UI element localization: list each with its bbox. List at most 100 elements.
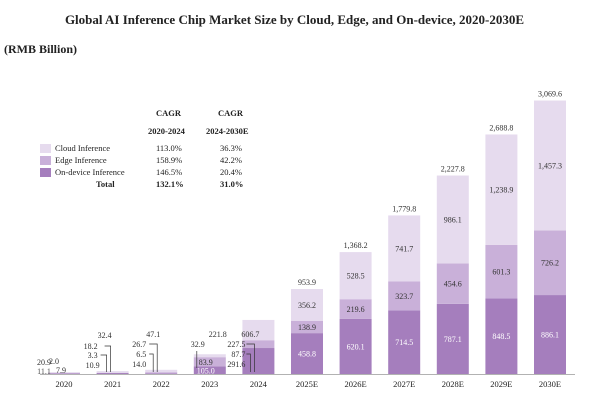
bar-on-device-2020 [48, 373, 80, 374]
bar-edge-2025E [291, 320, 323, 334]
bar-edge-2028E [436, 263, 469, 304]
leader-line-2-2021 [100, 354, 107, 372]
label-cloud-2026E: 528.5 [347, 272, 365, 281]
label-total-2030E: 3,069.6 [538, 90, 562, 99]
x-tick-label-2028E: 2028E [442, 379, 464, 389]
label-on-device-2021: 10.9 [86, 361, 100, 370]
label-cloud-2029E: 1,238.9 [489, 186, 513, 195]
bar-on-device-2021 [96, 373, 129, 374]
label-cloud-2030E: 1,457.3 [538, 161, 562, 170]
legend-label-edge: Edge Inference [55, 155, 107, 165]
x-tick-label-2026E: 2026E [344, 379, 366, 389]
label-edge-2030E: 726.2 [541, 259, 559, 268]
bar-on-device-2025E [291, 333, 323, 374]
chart-title: Global AI Inference Chip Market Size by … [64, 12, 525, 27]
label-cloud-2022: 26.7 [132, 340, 146, 349]
label-on-device-2026E: 620.1 [347, 342, 365, 351]
x-tick-label-2022: 2022 [153, 379, 170, 389]
label-on-device-2027E: 714.5 [395, 338, 413, 347]
label-cloud-2028E: 986.1 [444, 215, 462, 224]
label-total-2029E: 2,688.8 [489, 123, 513, 132]
cagr-total-2024-2030: 31.0% [220, 179, 244, 189]
cagr-edge-2024-2030: 42.2% [220, 155, 242, 165]
label-edge-2024: 87.7 [231, 350, 245, 359]
bar-edge-2027E [388, 281, 421, 311]
label-cloud-2023: 32.9 [191, 340, 205, 349]
label-total-2020: 20.9 [37, 358, 51, 367]
unit-label: (RMB Billion) [4, 42, 78, 56]
label-on-device-2025E: 458.8 [298, 350, 316, 359]
leader-line-2024 [246, 343, 255, 372]
bar-cloud-2024 [242, 319, 275, 341]
x-tick-label-2024: 2024 [250, 379, 268, 389]
label-total-2022: 47.1 [146, 330, 160, 339]
label-cloud-2025E: 356.2 [298, 301, 316, 310]
cagr-period-1: 2020-2024 [148, 126, 185, 136]
label-on-device-2020: 7.9 [56, 366, 66, 375]
bar-cloud-2021 [96, 371, 129, 373]
legend-label-total: Total [96, 179, 115, 189]
cagr-cloud-2020-2024: 113.0% [156, 143, 182, 153]
bar-cloud-2022 [145, 369, 178, 373]
label-on-device-2030E: 886.1 [541, 331, 559, 340]
legend-swatch-on-device [40, 168, 51, 177]
x-tick-label-2030E: 2030E [539, 379, 561, 389]
x-tick-label-2020: 2020 [56, 379, 73, 389]
cagr-header-1: CAGR [156, 108, 182, 118]
cagr-edge-2020-2024: 158.9% [156, 155, 183, 165]
legend-label-cloud: Cloud Inference [55, 143, 110, 153]
label-edge-2029E: 601.3 [492, 268, 510, 277]
bar-cloud-2027E [388, 215, 421, 282]
label-cloud-2027E: 741.7 [395, 244, 413, 253]
cagr-period-2: 2024-2030E [206, 126, 249, 136]
label-on-device-2023: 105.0 [197, 366, 215, 375]
bar-cloud-2028E [436, 175, 469, 264]
x-tick-label-2027E: 2027E [393, 379, 415, 389]
bar-edge-2024 [242, 340, 275, 349]
label-edge-2022: 6.5 [136, 350, 146, 359]
label-on-device-2028E: 787.1 [444, 335, 462, 344]
bar-on-device-2030E [534, 295, 566, 374]
bar-edge-2030E [534, 230, 566, 296]
label-cloud-2020: 11.1 [37, 367, 51, 376]
x-tick-label-2025E: 2025E [296, 379, 318, 389]
bar-on-device-2027E [388, 310, 421, 374]
x-tick-label-2029E: 2029E [490, 379, 512, 389]
label-total-2026E: 1,368.2 [344, 241, 368, 250]
cagr-on-device-2024-2030: 20.4% [220, 167, 242, 177]
bar-cloud-2029E [485, 134, 518, 245]
label-total-2027E: 1,779.8 [392, 204, 416, 213]
bar-edge-2029E [485, 244, 518, 299]
leader-line-2-2024 [246, 353, 251, 372]
label-total-2021: 32.4 [98, 331, 112, 340]
bar-on-device-2022 [145, 373, 178, 374]
x-tick-label-2023: 2023 [201, 379, 218, 389]
bar-edge-2026E [339, 299, 372, 319]
x-tick-label-2021: 2021 [104, 379, 121, 389]
bar-on-device-2024 [242, 348, 275, 374]
label-edge-2026E: 219.6 [347, 305, 365, 314]
label-cloud-2021: 18.2 [84, 342, 98, 351]
bar-on-device-2028E [436, 303, 469, 374]
cagr-on-device-2020-2024: 146.5% [156, 167, 183, 177]
label-edge-2020: 2.0 [49, 357, 59, 366]
label-total-2023: 221.8 [209, 330, 227, 339]
leader-line-2-2022 [149, 353, 154, 372]
label-total-2024: 606.7 [241, 330, 259, 339]
bar-cloud-2023 [193, 354, 226, 358]
bar-cloud-2020 [48, 372, 80, 374]
bar-cloud-2030E [534, 100, 566, 231]
label-edge-2028E: 454.6 [444, 280, 462, 289]
label-edge-2021: 3.3 [88, 351, 98, 360]
cagr-header-2: CAGR [218, 108, 244, 118]
cagr-total-2020-2024: 132.1% [156, 179, 184, 189]
legend-swatch-cloud [40, 144, 51, 153]
label-total-2025E: 953.9 [298, 278, 316, 287]
legend-label-on-device: On-device Inference [55, 167, 125, 177]
label-on-device-2024: 291.6 [227, 360, 245, 369]
leader-line-2021 [104, 345, 111, 372]
bar-on-device-2026E [339, 318, 372, 374]
bar-on-device-2029E [485, 298, 518, 374]
label-cloud-2024: 227.5 [227, 340, 245, 349]
